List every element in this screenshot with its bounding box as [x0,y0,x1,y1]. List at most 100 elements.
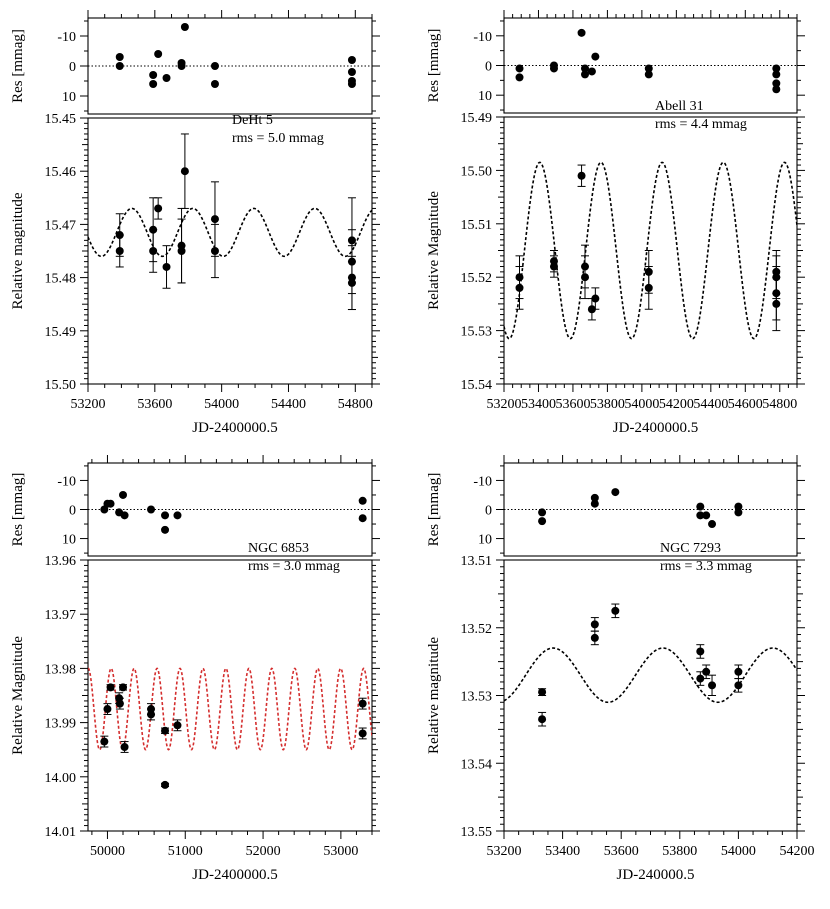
residual-point [772,70,781,79]
data-point [358,699,367,708]
data-point [644,283,653,292]
res-tick-label: -10 [57,30,76,45]
data-point [115,699,124,708]
x-tick-label: 52000 [246,844,281,859]
model-curve [504,161,797,340]
residual-point [549,64,558,73]
residual-point [173,511,182,520]
panel-0: 53200 53600 54000 54400 54800 JD-2400000.5 15.… [10,10,380,436]
x-tick-label: 54000 [721,844,756,859]
residual-point [180,23,189,31]
residual-point [587,67,596,76]
res-tick-label: -10 [473,30,492,45]
x-tick-label: 54400 [693,397,728,412]
data-point [149,247,158,255]
data-point [590,633,599,642]
residual-point [772,79,781,88]
object-name: Abell 31 [655,99,704,114]
res-tick-label: 10 [62,90,76,105]
data-point [538,688,547,697]
y-tick-label: 15.52 [461,271,493,286]
data-point [173,721,182,730]
res-axis-label: Res [mmag] [426,473,442,547]
x-tick-label: 53200 [487,844,522,859]
res-tick-label: 0 [69,504,76,519]
y-tick-label: 13.54 [461,757,493,772]
residual-point [115,53,124,61]
residual-point [577,28,586,37]
data-point [147,710,156,719]
data-point [734,681,743,690]
data-point [581,273,590,282]
object-name: DeHt 5 [232,113,273,128]
rms-label: rms = 5.0 mmag [232,131,324,146]
x-axis-label: JD-2400000.5 [192,420,277,436]
y-axis-label: Relative Magnitude [10,636,26,755]
residual-point [590,493,599,502]
residual-point [581,70,590,79]
residual-point [347,80,356,88]
y-tick-label: 15.54 [461,378,493,393]
y-tick-label: 14.01 [45,825,77,840]
x-axis-label: JD-2400000.5 [613,420,698,436]
x-tick-label: 53600 [604,844,639,859]
x-tick-label: 53600 [555,397,590,412]
res-axis-label: Res [mmag] [10,473,26,547]
x-tick-label: 50000 [90,844,125,859]
residual-point [161,511,170,520]
x-tick-label: 53600 [137,397,172,412]
data-point [611,606,620,615]
residual-point [644,70,653,79]
x-tick-label: 53200 [487,397,522,412]
object-name: NGC 7293 [660,541,721,556]
residual-point [149,80,158,88]
residual-point [696,502,705,511]
x-tick-label: 51000 [168,844,203,859]
x-tick-label: 54400 [271,397,306,412]
residual-point [210,80,219,88]
rms-label: rms = 3.3 mmag [660,559,752,574]
data-point [162,262,171,271]
y-tick-label: 13.97 [45,608,77,623]
residual-point [161,525,170,534]
data-point [358,729,367,738]
data-point [347,278,356,287]
data-point [103,705,112,714]
x-tick-label: 53200 [71,397,106,412]
res-tick-label: -10 [473,474,492,489]
x-tick-label: 54000 [204,397,239,412]
res-axis-label: Res [mmag] [426,29,442,103]
y-tick-label: 15.49 [45,325,77,340]
x-axis-label: JD-240000.5 [617,867,695,883]
panel-3: 53200 53400 53600 53800 54000 54200 JD-240000.… [426,455,815,883]
data-point [708,681,717,690]
x-tick-label: 53000 [323,844,358,859]
data-point [177,241,186,250]
y-tick-label: 13.55 [461,825,493,840]
y-tick-label: 13.51 [461,554,493,569]
residual-point [644,64,653,73]
data-point [120,742,129,751]
residual-point [772,64,781,73]
residual-point [590,499,599,508]
y-axis-label: Relative Magnitude [426,191,442,310]
residual-point [538,508,547,517]
residual-point [696,511,705,520]
model-curve [88,667,372,751]
data-point [161,780,170,789]
x-tick-label: 54600 [728,397,763,412]
y-tick-label: 14.00 [45,771,77,786]
res-tick-label: -10 [57,474,76,489]
residual-point [154,50,163,58]
data-point [115,247,124,255]
data-point [577,171,586,180]
y-tick-label: 15.49 [461,111,493,126]
y-tick-label: 15.50 [461,164,493,179]
res-tick-label: 0 [485,60,492,75]
residual-point [149,71,158,79]
y-tick-label: 13.53 [461,690,493,705]
main-frame [503,559,798,832]
rms-label: rms = 4.4 mmag [655,117,747,132]
res-axis-label: Res [mmag] [10,29,26,103]
residual-point [581,64,590,73]
